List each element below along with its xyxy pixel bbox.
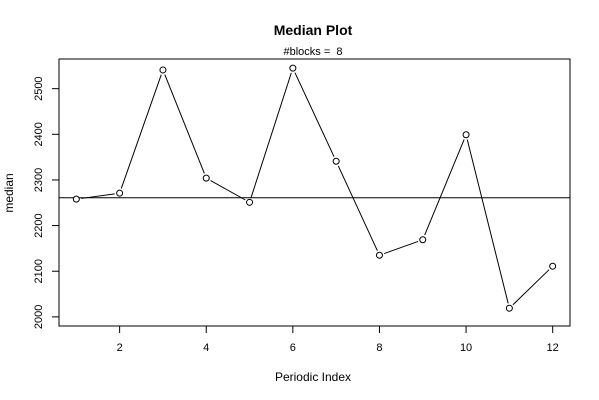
x-tick-label: 10 — [460, 342, 472, 354]
series-line-segment — [337, 165, 378, 251]
y-axis: 2000 2100 2200 2300 2400 2500 — [33, 76, 60, 329]
x-axis-label: Periodic Index — [275, 370, 351, 384]
series-line-segment — [164, 74, 205, 174]
y-axis-label: median — [2, 173, 16, 212]
x-tick-label: 4 — [203, 342, 209, 354]
series-line-segment — [383, 240, 419, 255]
series-line-segment — [466, 139, 509, 304]
series-line-segment — [294, 72, 335, 157]
data-point-marker — [462, 131, 470, 139]
x-tick-label: 2 — [117, 342, 123, 354]
chart-subtitle: #blocks = 8 — [283, 46, 342, 58]
data-point-marker — [332, 157, 340, 165]
y-tick-label: 2500 — [33, 76, 45, 100]
y-tick-label: 2200 — [33, 213, 45, 237]
chart-title: Median Plot — [274, 22, 353, 38]
y-tick-label: 2000 — [33, 305, 45, 329]
x-axis: 2 4 6 8 10 12 — [117, 325, 559, 354]
x-tick-label: 6 — [290, 342, 296, 354]
plot-area-frame — [58, 58, 571, 327]
series-line-segment — [424, 139, 465, 236]
data-point-marker — [375, 251, 383, 259]
data-point-marker — [159, 66, 167, 74]
series-line-segment — [512, 269, 550, 306]
y-tick-label: 2100 — [33, 259, 45, 283]
data-point-marker — [72, 195, 80, 203]
series-line-segment — [81, 193, 115, 199]
series-line-segment — [250, 72, 292, 198]
data-point-marker — [116, 189, 124, 197]
series-layer — [72, 64, 557, 312]
data-point-marker — [202, 174, 210, 182]
data-point-marker — [505, 304, 513, 312]
series-line-segment — [120, 74, 162, 189]
x-tick-label: 8 — [376, 342, 382, 354]
series-line-segment — [210, 180, 246, 201]
x-tick-label: 12 — [547, 342, 559, 354]
y-tick-label: 2300 — [33, 168, 45, 192]
data-point-marker — [246, 198, 254, 206]
data-point-marker — [549, 262, 557, 270]
y-tick-label: 2400 — [33, 122, 45, 146]
data-point-marker — [289, 64, 297, 72]
data-point-marker — [419, 236, 427, 244]
